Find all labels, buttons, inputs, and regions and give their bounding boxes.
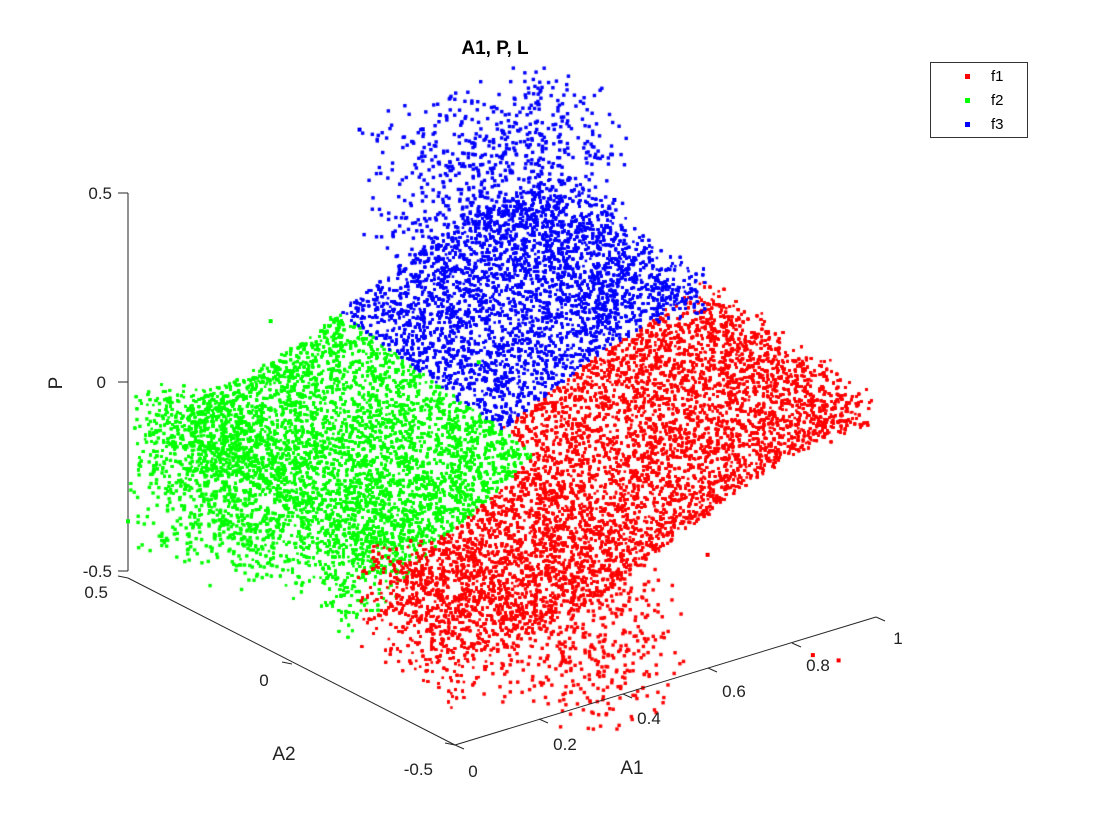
sample-points	[126, 127, 841, 663]
z-tick-label: 0	[97, 373, 106, 392]
x-tick-label: 0	[468, 762, 477, 781]
y-tick-label: 0	[259, 671, 268, 690]
data-point-f3	[612, 197, 617, 202]
x-tick-label: 1	[893, 629, 902, 648]
z-axis-label: P	[46, 377, 67, 390]
data-point-f1	[836, 658, 841, 663]
data-point-f2	[476, 360, 481, 365]
x-tick-label: 0.2	[553, 735, 577, 754]
data-point-f1	[808, 392, 813, 397]
x-tick-mark	[875, 616, 886, 622]
x-tick-mark	[622, 693, 633, 699]
x-tick-label: 0.4	[637, 709, 661, 728]
x-tick-mark	[791, 642, 802, 648]
legend-item-f1: f1	[931, 67, 1027, 87]
legend-item-f2: f2	[931, 91, 1027, 111]
data-point-f2	[126, 519, 130, 524]
y-axis-label: A2	[272, 744, 295, 765]
legend-label-f3: f3	[991, 116, 1004, 133]
y-tick-mark	[281, 661, 293, 665]
x-tick-label: 0.6	[722, 682, 746, 701]
legend-label-f2: f2	[991, 92, 1004, 109]
x-tick-mark	[454, 744, 465, 750]
x-axis-ticks	[454, 616, 886, 750]
chart-title: A1, P, L	[461, 38, 529, 59]
legend-marker-f1	[965, 74, 970, 79]
x-tick-label: 0.8	[806, 656, 830, 675]
z-tick-label: 0.5	[88, 184, 112, 203]
legend-item-f3: f3	[931, 115, 1027, 135]
y-axis-line	[127, 577, 456, 746]
y-tick-mark	[117, 575, 129, 579]
x-axis-line	[454, 616, 877, 746]
legend-marker-f2	[965, 98, 970, 103]
legend-label-f1: f1	[991, 68, 1004, 85]
data-point-f1	[705, 552, 710, 557]
x-axis-label: A1	[620, 758, 643, 779]
data-point-f1	[810, 653, 815, 658]
z-tick-label: -0.5	[83, 562, 112, 581]
data-point-f3	[420, 127, 425, 132]
x-tick-mark	[538, 718, 549, 724]
x-tick-mark	[707, 667, 718, 673]
data-point-f3	[357, 127, 362, 132]
y-tick-label: 0.5	[84, 583, 108, 602]
data-point-f2	[268, 319, 273, 324]
y-tick-label: -0.5	[404, 760, 433, 779]
legend-marker-f3	[965, 122, 970, 127]
y-tick-mark	[444, 742, 456, 746]
legend[interactable]: f1 f2 f3	[930, 62, 1028, 138]
